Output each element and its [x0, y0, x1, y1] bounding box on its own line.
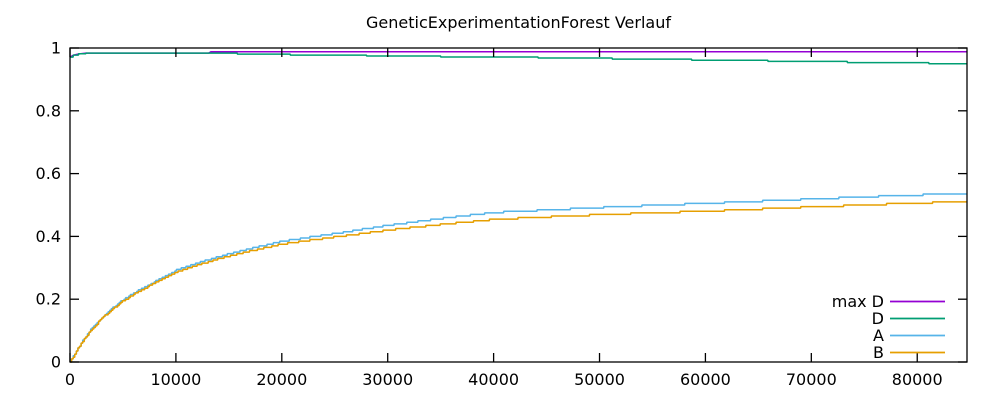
x-tick-label: 20000 — [256, 370, 307, 389]
y-tick-label: 0.8 — [36, 101, 61, 120]
legend-label-d: D — [872, 309, 884, 328]
y-tick-label: 0 — [51, 353, 61, 372]
chart-title: GeneticExperimentationForest Verlauf — [366, 13, 671, 32]
legend-label-a: A — [873, 326, 884, 345]
series-line-b — [70, 201, 967, 363]
legend-label-max-d: max D — [832, 292, 884, 311]
x-tick-label: 80000 — [892, 370, 943, 389]
x-tick-label: 40000 — [468, 370, 519, 389]
x-tick-label: 0 — [65, 370, 75, 389]
y-tick-label: 0.2 — [36, 290, 61, 309]
y-tick-label: 0.4 — [36, 227, 61, 246]
legend-label-b: B — [873, 343, 884, 362]
plot-border — [69, 47, 968, 363]
x-tick-label: 60000 — [680, 370, 731, 389]
x-tick-label: 70000 — [786, 370, 837, 389]
series-line-d — [70, 52, 967, 65]
x-tick-label: 10000 — [150, 370, 201, 389]
y-tick-label: 0.6 — [36, 164, 61, 183]
x-tick-label: 30000 — [362, 370, 413, 389]
x-tick-label: 50000 — [574, 370, 625, 389]
y-tick-label: 1 — [51, 39, 61, 58]
